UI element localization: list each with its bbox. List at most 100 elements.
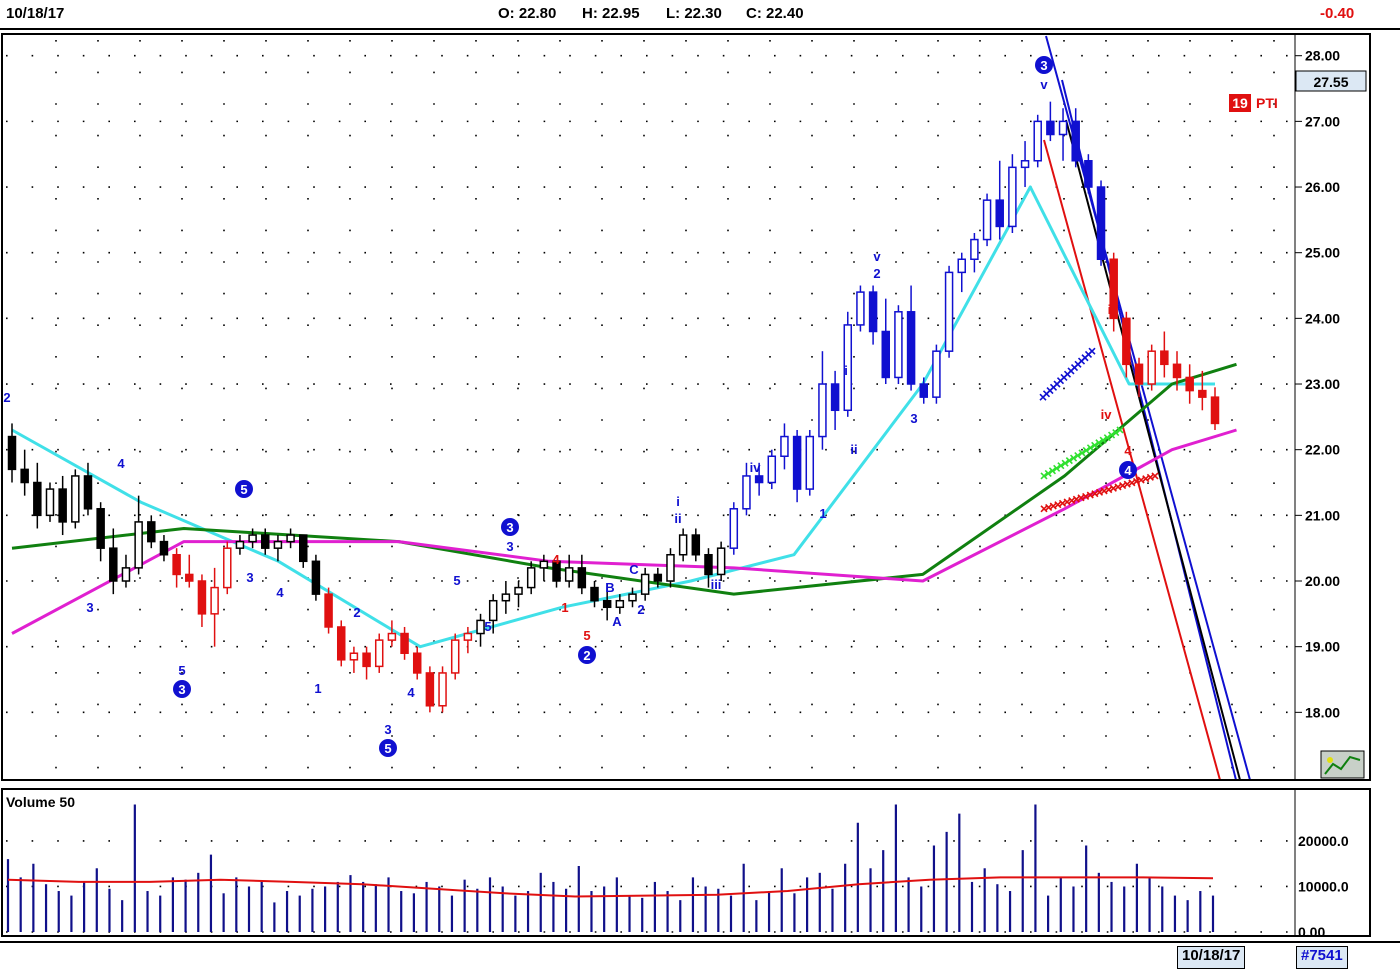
candle	[780, 423, 789, 470]
candle-body	[273, 540, 283, 549]
projection-marker	[1048, 467, 1057, 475]
candle	[970, 232, 979, 273]
candle	[197, 574, 207, 627]
wave-circle	[501, 518, 519, 536]
wave-label: C	[629, 562, 639, 577]
candle	[666, 548, 675, 588]
candle	[792, 429, 802, 503]
candle	[210, 567, 219, 647]
candle-body	[1058, 120, 1068, 136]
projection-marker	[1091, 441, 1099, 449]
candle-body	[818, 383, 827, 438]
candle	[71, 469, 80, 529]
price-tick-label: 19.00	[1305, 639, 1340, 655]
projection-marker	[1040, 472, 1048, 480]
candle	[868, 285, 878, 345]
candle-body	[7, 435, 17, 471]
candle	[982, 193, 992, 247]
candle-body	[1134, 363, 1144, 385]
candle-body	[615, 599, 625, 609]
candle-body	[109, 547, 118, 582]
candle	[1096, 180, 1106, 266]
candle-body	[932, 350, 941, 398]
candle	[185, 554, 194, 588]
wave-circle-text: 5	[240, 482, 247, 497]
wave-label: iv	[1101, 407, 1113, 422]
wave-label: 5	[484, 619, 491, 634]
wave-circle-text: 4	[1124, 463, 1132, 478]
wave-circle	[1119, 461, 1137, 479]
candle-body	[488, 599, 498, 622]
header-open: O: 22.80	[498, 5, 557, 22]
candle-body	[640, 573, 650, 595]
candle	[919, 377, 928, 404]
fan-line-red	[1043, 139, 1221, 781]
header-close: C: 22.40	[746, 5, 804, 22]
circled-wave-label: 3	[173, 680, 191, 698]
candle-body	[1008, 166, 1017, 228]
candle-body	[71, 475, 80, 523]
candle	[147, 515, 156, 549]
candle	[438, 666, 447, 713]
wave-circle	[235, 480, 253, 498]
wave-label: 5	[453, 573, 460, 588]
candle	[1172, 351, 1182, 391]
wave-label: 1	[561, 600, 568, 615]
candle	[425, 666, 435, 713]
wave-label: 4	[552, 552, 560, 567]
candle-body	[982, 199, 992, 241]
chart-tool-icon[interactable]	[1320, 750, 1365, 779]
candle-body	[805, 435, 815, 490]
wave-label: v	[1040, 77, 1048, 92]
price-tick-label: 28.00	[1305, 48, 1340, 64]
candle	[1210, 387, 1220, 430]
projection-marker	[1078, 449, 1086, 457]
candle-body	[780, 435, 789, 457]
candle-body	[33, 481, 42, 517]
wave-circle	[173, 680, 191, 698]
price-grid	[6, 40, 1292, 778]
candle-body	[894, 311, 903, 379]
price-tick-label: 24.00	[1305, 310, 1340, 326]
candle-body	[1147, 350, 1156, 385]
header-bar: 10/18/17 O: 22.80 H: 22.95 L: 22.30 C: 2…	[0, 0, 1400, 30]
footer-id: #7541	[1296, 946, 1348, 969]
wave-label: 5	[178, 663, 185, 678]
candle	[1185, 364, 1194, 404]
header-low: L: 22.30	[666, 5, 722, 22]
candle	[501, 581, 511, 614]
candle-body	[564, 567, 574, 582]
candle-body	[463, 632, 473, 641]
candle	[20, 449, 29, 496]
volume-tick-label: 10000.0	[1298, 878, 1349, 894]
candle-body	[20, 468, 29, 484]
candle-body	[1084, 160, 1093, 188]
candle	[552, 560, 561, 588]
wave-label: B	[605, 580, 614, 595]
candle	[767, 449, 777, 490]
circled-wave-label: 2	[578, 646, 596, 664]
projection-marker	[1069, 454, 1078, 462]
wave-label: iv	[750, 460, 762, 475]
candle	[995, 160, 1004, 240]
candle	[324, 587, 333, 634]
candle	[754, 462, 764, 496]
candle	[33, 462, 42, 529]
candle-body	[261, 534, 270, 549]
wave-label: v	[873, 249, 881, 264]
projection-marker	[1082, 446, 1090, 454]
candle-body	[1210, 396, 1220, 425]
candle-body	[438, 672, 447, 707]
candle	[590, 581, 599, 608]
candlestick-series	[7, 101, 1220, 713]
candle-body	[1020, 160, 1030, 169]
projection-marker	[1103, 434, 1111, 442]
candle-body	[590, 586, 599, 602]
candle-body	[223, 547, 232, 589]
volume-bars	[6, 804, 1215, 932]
candle-body	[45, 488, 55, 517]
candle-body	[602, 599, 612, 609]
candle	[818, 351, 827, 450]
wave-label: 4	[407, 685, 415, 700]
candle-body	[134, 521, 143, 569]
